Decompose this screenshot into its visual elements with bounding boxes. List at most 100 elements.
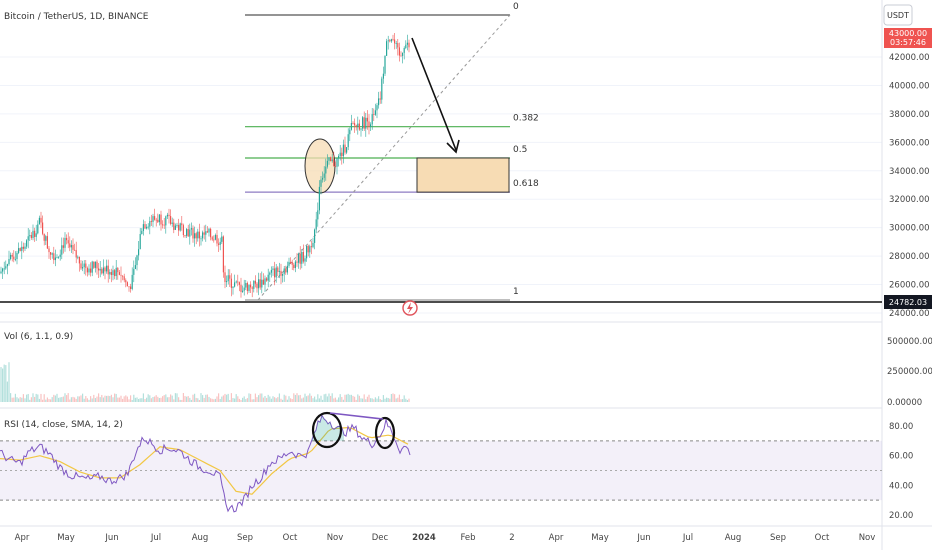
time-tick-label: Apr — [549, 533, 564, 543]
price-tick-label: 34000.00 — [889, 167, 930, 177]
candle-body — [45, 236, 47, 241]
volume-bar — [365, 399, 367, 402]
candle-body — [302, 251, 304, 262]
candle-body — [146, 226, 148, 229]
rsi-divergence-line[interactable] — [329, 412, 384, 420]
volume-bar — [315, 399, 317, 402]
candle-body — [88, 268, 90, 273]
volume-bar — [386, 397, 388, 402]
rsi-circle-2[interactable] — [374, 416, 396, 450]
volume-bar — [74, 397, 76, 402]
candle-body — [245, 282, 247, 288]
candle-body — [296, 261, 298, 263]
candle-body — [301, 251, 303, 264]
candle-body — [126, 282, 128, 287]
volume-bar — [155, 395, 157, 402]
alert-bolt-icon — [407, 302, 413, 314]
candle-body — [338, 155, 340, 159]
candle-body — [365, 117, 367, 129]
candle-body — [331, 159, 333, 162]
volume-bar — [45, 399, 47, 402]
price-tick-label: 30000.00 — [889, 224, 930, 234]
candle-body — [264, 278, 266, 285]
volume-bar — [154, 396, 156, 402]
price-tick-label: 38000.00 — [889, 110, 930, 120]
rsi-circle-1[interactable] — [311, 411, 343, 449]
candle-body — [114, 270, 116, 277]
volume-bar — [363, 394, 365, 402]
volume-bar — [110, 394, 112, 402]
candle-body — [205, 231, 207, 235]
volume-bar — [213, 399, 215, 402]
rsi-axis: 80.00 60.00 40.00 20.00 — [889, 422, 913, 521]
highlight-ellipse[interactable] — [304, 138, 336, 194]
volume-bar — [402, 399, 404, 402]
volume-bar — [237, 396, 239, 402]
volume-bar — [270, 398, 272, 402]
volume-bar — [350, 394, 352, 402]
candle-body — [62, 245, 64, 248]
volume-bar — [186, 396, 188, 402]
volume-bar — [318, 398, 320, 402]
candle-body — [8, 258, 10, 265]
volume-bar — [179, 399, 181, 402]
volume-bar — [362, 398, 364, 402]
volume-bar — [104, 395, 106, 402]
volume-bar — [210, 398, 212, 402]
candle-body — [288, 261, 290, 266]
candle-body — [195, 233, 197, 239]
candle-body — [379, 98, 381, 100]
price-tick-label: 28000.00 — [889, 252, 930, 262]
volume-bar — [310, 395, 312, 402]
candle-body — [136, 255, 138, 266]
volume-bar — [190, 399, 192, 402]
volume-bar — [389, 398, 391, 402]
time-tick-label: Sep — [237, 533, 253, 543]
candle-body — [232, 286, 234, 288]
price-axis[interactable]: 42000.00 40000.00 38000.00 36000.00 34000.00… — [889, 53, 930, 319]
candle-body — [408, 42, 410, 48]
volume-bar — [320, 395, 322, 402]
candle-body — [170, 216, 172, 224]
time-tick-label: Feb — [460, 533, 475, 543]
candle-body — [6, 264, 8, 267]
volume-bar — [346, 394, 348, 402]
volume-bar — [229, 399, 231, 402]
candle-body — [134, 265, 136, 270]
volume-bar — [115, 393, 117, 402]
candle-body — [213, 239, 215, 241]
candle-body — [309, 246, 311, 253]
volume-bar — [134, 397, 136, 402]
volume-bar — [374, 397, 376, 402]
time-axis[interactable]: Apr May Jun Jul Aug Sep Oct Nov Dec 2024 Feb 2 Apr Ma… — [15, 533, 876, 543]
volume-bar — [256, 397, 258, 402]
candle-body — [290, 261, 292, 263]
volume-bar — [78, 396, 80, 402]
candle-body — [194, 233, 196, 239]
volume-bar — [275, 398, 277, 402]
volume-bar — [224, 393, 226, 402]
target-zone-box[interactable] — [416, 157, 510, 193]
candle-body — [398, 47, 400, 56]
candle-body — [358, 123, 360, 130]
candle-body — [344, 144, 346, 153]
candle-body — [16, 252, 18, 260]
volume-bar — [208, 396, 210, 402]
candle-body — [181, 223, 183, 226]
candle-body — [373, 114, 375, 115]
volume-bar — [298, 395, 300, 402]
volume-bar — [405, 398, 407, 402]
currency-button[interactable] — [883, 4, 913, 26]
volume-bar — [19, 397, 21, 402]
volume-bar — [125, 395, 127, 402]
candle-body — [51, 253, 53, 255]
candle-body — [182, 225, 184, 236]
candle-body — [336, 158, 338, 167]
volume-bar — [285, 395, 287, 402]
volume-bar — [189, 397, 191, 402]
volume-bar — [354, 396, 356, 402]
volume-bar — [376, 398, 378, 402]
down-arrow-line[interactable] — [411, 37, 457, 151]
candle-body — [403, 47, 405, 53]
